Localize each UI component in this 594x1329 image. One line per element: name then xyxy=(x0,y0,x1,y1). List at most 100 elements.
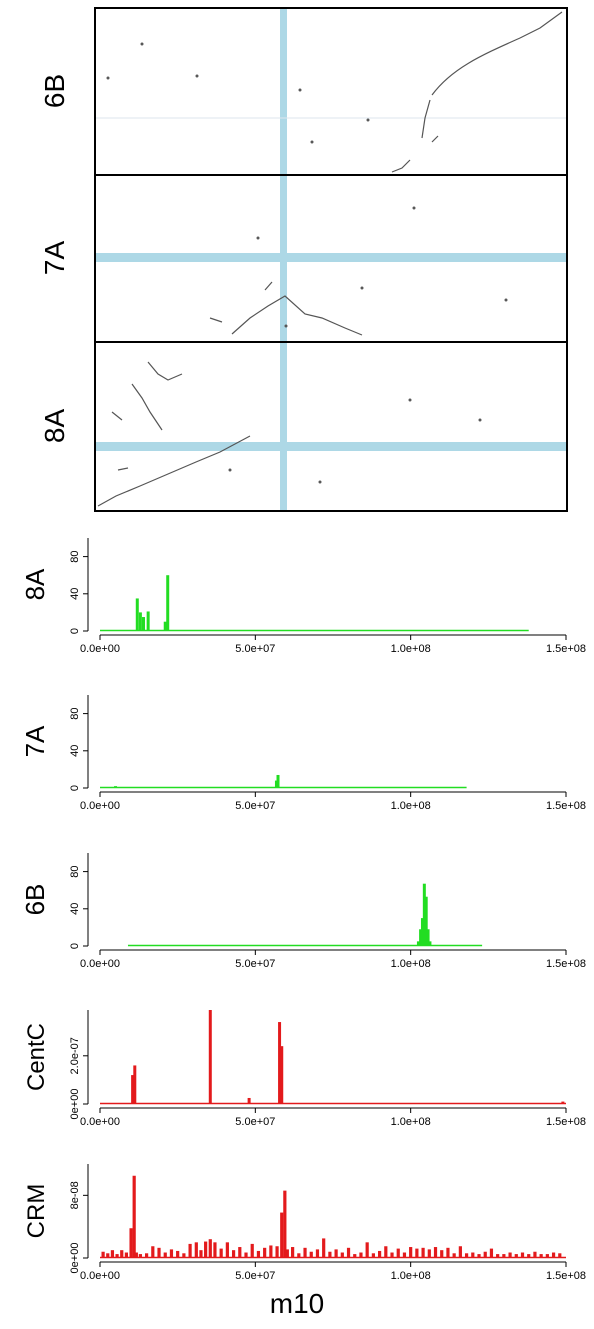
bar xyxy=(247,1097,251,1104)
chart-panel-7a: 0 40 80 0.0e+00 5.0e+07 1.0e+08 1.5e+08 7A xyxy=(20,695,586,812)
alignment-dot xyxy=(412,206,416,210)
y-tick-label: 80 xyxy=(69,550,81,562)
bar xyxy=(489,1248,494,1258)
bar xyxy=(115,1254,119,1258)
bar xyxy=(278,1022,282,1104)
dotplot-label-6b: 6B xyxy=(39,74,70,108)
bar xyxy=(151,1246,155,1258)
alignment-line xyxy=(421,99,431,139)
bar xyxy=(166,575,170,631)
bar xyxy=(176,1250,180,1258)
chart-panel-6b: 0 40 80 0.0e+00 5.0e+07 1.0e+08 1.5e+08 6B xyxy=(20,853,586,970)
bar xyxy=(280,1212,284,1258)
x-tick-label: 0.0e+00 xyxy=(80,958,120,970)
bar xyxy=(378,1250,382,1258)
bar xyxy=(409,1247,413,1258)
bar xyxy=(471,1252,475,1258)
bar xyxy=(502,1254,506,1258)
x-tick-label: 1.0e+08 xyxy=(391,1116,431,1128)
alignment-line xyxy=(264,281,273,291)
bar xyxy=(182,1253,186,1258)
alignment-dot xyxy=(140,42,144,46)
alignment-line xyxy=(431,135,439,143)
alignment-dot xyxy=(478,418,482,422)
x-tick-label: 1.5e+08 xyxy=(546,1270,586,1282)
x-tick-label: 1.0e+08 xyxy=(391,800,431,812)
x-tick-label: 1.5e+08 xyxy=(546,643,586,655)
y-tick-label: 80 xyxy=(69,707,81,719)
bar xyxy=(561,1101,565,1104)
x-tick-label: 0.0e+00 xyxy=(80,800,120,812)
chart-panel-centc: 0e+00 2.0e-07 0.0e+00 5.0e+07 1.0e+08 1.5e+08… xyxy=(23,1010,586,1128)
bar xyxy=(496,1254,500,1258)
bar xyxy=(291,1247,295,1258)
y-tick-label: 0 xyxy=(69,628,81,634)
bar xyxy=(508,1252,512,1258)
bar xyxy=(199,1250,203,1258)
alignment-dot xyxy=(298,88,302,92)
y-tick-label: 80 xyxy=(69,865,81,877)
alignment-dot xyxy=(228,468,232,472)
alignment-dot xyxy=(195,74,199,78)
bar xyxy=(328,1251,332,1258)
bar xyxy=(297,1253,301,1258)
bar xyxy=(163,621,167,631)
bar xyxy=(428,941,432,946)
bar xyxy=(303,1247,307,1258)
alignment-line xyxy=(131,383,163,431)
bar xyxy=(416,941,420,946)
y-tick-label: 40 xyxy=(69,588,81,600)
bar xyxy=(422,883,426,946)
bar xyxy=(477,1254,481,1258)
bar xyxy=(208,1239,212,1258)
bar xyxy=(129,1228,133,1258)
alignment-dot xyxy=(106,76,110,80)
bar xyxy=(285,1249,289,1258)
bar xyxy=(244,1252,248,1258)
alignment-line xyxy=(391,159,411,173)
alignment-dot xyxy=(310,140,314,144)
bar xyxy=(520,1252,525,1258)
bar xyxy=(371,1253,375,1258)
bar xyxy=(219,1248,223,1258)
alignment-dot xyxy=(366,118,370,122)
dotplot-label-8a: 8A xyxy=(39,409,70,444)
bar xyxy=(280,1046,284,1104)
bar xyxy=(402,1252,407,1258)
bar xyxy=(365,1242,369,1258)
bar xyxy=(527,1254,531,1258)
y-tick-label: 0e+00 xyxy=(69,1089,81,1120)
x-tick-label: 0.0e+00 xyxy=(80,1116,120,1128)
alignment-line xyxy=(231,295,363,336)
bar xyxy=(446,1247,450,1258)
bar xyxy=(276,774,280,788)
bar xyxy=(106,1253,110,1258)
alignment-dot xyxy=(408,398,412,402)
y-tick-label: 40 xyxy=(69,745,81,757)
bar xyxy=(256,1250,261,1258)
bar xyxy=(132,1175,136,1258)
bar xyxy=(263,1247,267,1258)
alignment-dot xyxy=(360,286,364,290)
bar xyxy=(141,617,145,631)
y-tick-label: 2.0e-07 xyxy=(69,1037,81,1074)
bar xyxy=(340,1252,344,1258)
bar xyxy=(231,1250,236,1258)
alignment-line xyxy=(431,11,563,96)
alignment-dot xyxy=(504,298,508,302)
x-tick-label: 1.5e+08 xyxy=(546,1116,586,1128)
bar xyxy=(114,786,118,788)
bar xyxy=(415,1248,419,1258)
x-tick-label: 5.0e+07 xyxy=(235,800,275,812)
bar xyxy=(134,1252,138,1258)
bar xyxy=(274,780,278,788)
bar xyxy=(157,1247,161,1258)
highlight-band-horizontal xyxy=(96,442,566,451)
panel-ylabel: 7A xyxy=(20,725,50,757)
y-tick-label: 0 xyxy=(69,943,81,949)
bar xyxy=(464,1253,469,1258)
bar xyxy=(250,1243,254,1258)
bar xyxy=(124,1252,129,1258)
x-tick-label: 1.5e+08 xyxy=(546,800,586,812)
alignment-dot xyxy=(256,236,260,240)
